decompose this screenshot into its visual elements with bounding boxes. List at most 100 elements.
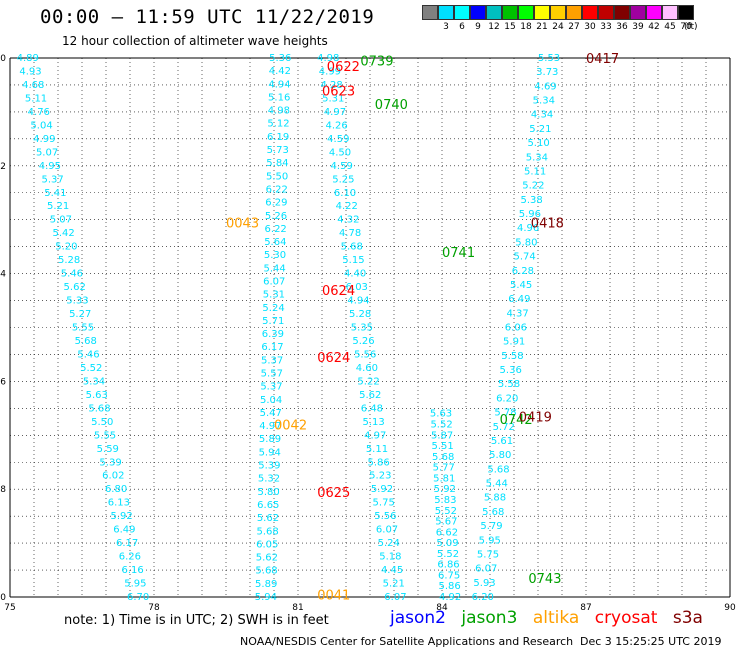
wave-height-value: 6.03 — [346, 282, 368, 293]
wave-height-value: 4.40 — [344, 269, 366, 280]
color-scale-swatch — [454, 5, 470, 20]
wave-height-value: 5.63 — [86, 390, 108, 401]
wave-height-value: 5.37 — [261, 355, 283, 366]
wave-height-value: 4.94 — [268, 79, 290, 90]
wave-height-value: 6.86 — [437, 560, 459, 571]
wave-height-value: 5.11 — [366, 444, 388, 455]
wave-height-value: 4.37 — [507, 308, 529, 319]
wave-height-value: 5.10 — [527, 138, 549, 149]
wave-height-value: 5.26 — [265, 211, 287, 222]
wave-height-value: 4.60 — [356, 363, 378, 374]
pass-label: 0624 — [317, 351, 350, 366]
wave-height-value: 4.28 — [320, 80, 342, 91]
wave-height-value: 5.67 — [435, 517, 457, 528]
wave-height-value: 5.88 — [484, 493, 506, 504]
pass-label: 0625 — [317, 486, 350, 501]
wave-height-value: 5.56 — [374, 511, 396, 522]
color-scale-label: 15 — [504, 22, 516, 32]
wave-height-value: 5.63 — [430, 409, 452, 420]
wave-height-value: 5.53 — [538, 53, 560, 64]
wave-height-value: 4.93 — [19, 66, 41, 77]
wave-height-value: 6.10 — [334, 188, 356, 199]
pass-label: 0041 — [317, 588, 350, 603]
wave-height-value: 5.94 — [259, 447, 281, 458]
pass-label: 0417 — [586, 52, 619, 67]
wave-height-value: 5.86 — [368, 457, 390, 468]
wave-height-value: 5.37 — [41, 174, 63, 185]
wave-height-value: 6.07 — [384, 592, 406, 603]
wave-height-value: 5.37 — [260, 382, 282, 393]
pass-label: 0419 — [519, 410, 552, 425]
pass-label: 0042 — [274, 419, 307, 434]
color-scale-label: 27 — [568, 22, 580, 32]
y-tick-label: -6 — [0, 377, 6, 387]
wave-height-value: 5.89 — [259, 434, 281, 445]
footnote: note: 1) Time is in UTC; 2) SWH is in fe… — [64, 613, 329, 628]
wave-height-value: 6.07 — [263, 276, 285, 287]
wave-height-value: 5.93 — [473, 578, 495, 589]
wave-height-value: 5.13 — [362, 417, 384, 428]
wave-height-value: 4.95 — [39, 161, 61, 172]
wave-height-value: 5.61 — [491, 436, 513, 447]
wave-height-value: 5.22 — [357, 376, 379, 387]
wave-height-value: 4.76 — [28, 107, 50, 118]
wave-height-value: 5.74 — [514, 252, 536, 263]
page-title: 00:00 – 11:59 UTC 11/22/2019 — [40, 6, 375, 28]
wave-height-value: 4.96 — [517, 223, 539, 234]
wave-height-value: 4.94 — [347, 296, 369, 307]
wave-height-value: 6.17 — [261, 342, 283, 353]
wave-height-value: 5.92 — [371, 484, 393, 495]
color-scale-label: 3 — [443, 22, 449, 32]
wave-height-value: 5.79 — [480, 521, 502, 532]
wave-height-value: 5.92 — [434, 484, 456, 495]
wave-height-value: 5.26 — [352, 336, 374, 347]
wave-height-value: 5.09 — [436, 538, 458, 549]
wave-height-value: 5.33 — [66, 296, 88, 307]
wave-height-value: 4.32 — [337, 215, 359, 226]
wave-height-value: 5.55 — [94, 430, 116, 441]
pass-label: 0742 — [500, 413, 533, 428]
wave-height-value: 5.68 — [75, 336, 97, 347]
color-scale-label: 9 — [475, 22, 481, 32]
wave-height-value: 5.24 — [262, 303, 284, 314]
wave-height-value: 5.68 — [341, 242, 363, 253]
y-tick-label: -2 — [0, 162, 6, 172]
wave-height-value: 5.31 — [322, 93, 344, 104]
color-scale-swatch — [566, 5, 582, 20]
pass-label: 0043 — [226, 216, 259, 231]
wave-height-value: 5.91 — [503, 337, 525, 348]
wave-height-value: 5.77 — [433, 463, 455, 474]
legend-s3a: s3a — [672, 608, 703, 628]
wave-height-value: 4.59 — [331, 161, 353, 172]
wave-height-value: 5.73 — [267, 145, 289, 156]
credit-line: NOAA/NESDIS Center for Satellite Applica… — [240, 635, 574, 648]
color-scale-swatch — [614, 5, 630, 20]
wave-height-value: 5.22 — [522, 181, 544, 192]
wave-height-value: 6.19 — [267, 132, 289, 143]
wave-height-value: 4.98 — [268, 106, 290, 117]
wave-height-value: 5.32 — [258, 474, 280, 485]
wave-height-value: 4.68 — [22, 80, 44, 91]
color-scale-label: 36 — [616, 22, 628, 32]
wave-height-value: 6.48 — [361, 403, 383, 414]
color-scale-label: 21 — [536, 22, 548, 32]
wave-height-value: 4.42 — [269, 66, 291, 77]
wave-height-value: 5.51 — [432, 441, 454, 452]
wave-height-value: 4.34 — [531, 110, 553, 121]
color-scale-swatch — [662, 5, 678, 20]
wave-height-value: 4.45 — [381, 565, 403, 576]
color-scale-label: 70 — [680, 22, 692, 32]
y-tick-label: -4 — [0, 270, 6, 280]
wave-height-value: 5.28 — [349, 309, 371, 320]
wave-height-value: 6.20 — [472, 592, 494, 603]
page-subtitle: 12 hour collection of altimeter wave hei… — [62, 34, 328, 48]
wave-height-value: 5.44 — [263, 263, 285, 274]
wave-height-value: 5.81 — [433, 473, 455, 484]
wave-height-value: 5.68 — [487, 464, 509, 475]
color-scale-swatch — [678, 5, 694, 20]
wave-height-value: 5.95 — [124, 579, 146, 590]
legend-jason2: jason2 — [390, 608, 446, 628]
wave-height-value: 5.80 — [489, 450, 511, 461]
wave-height-value: 5.21 — [47, 201, 69, 212]
